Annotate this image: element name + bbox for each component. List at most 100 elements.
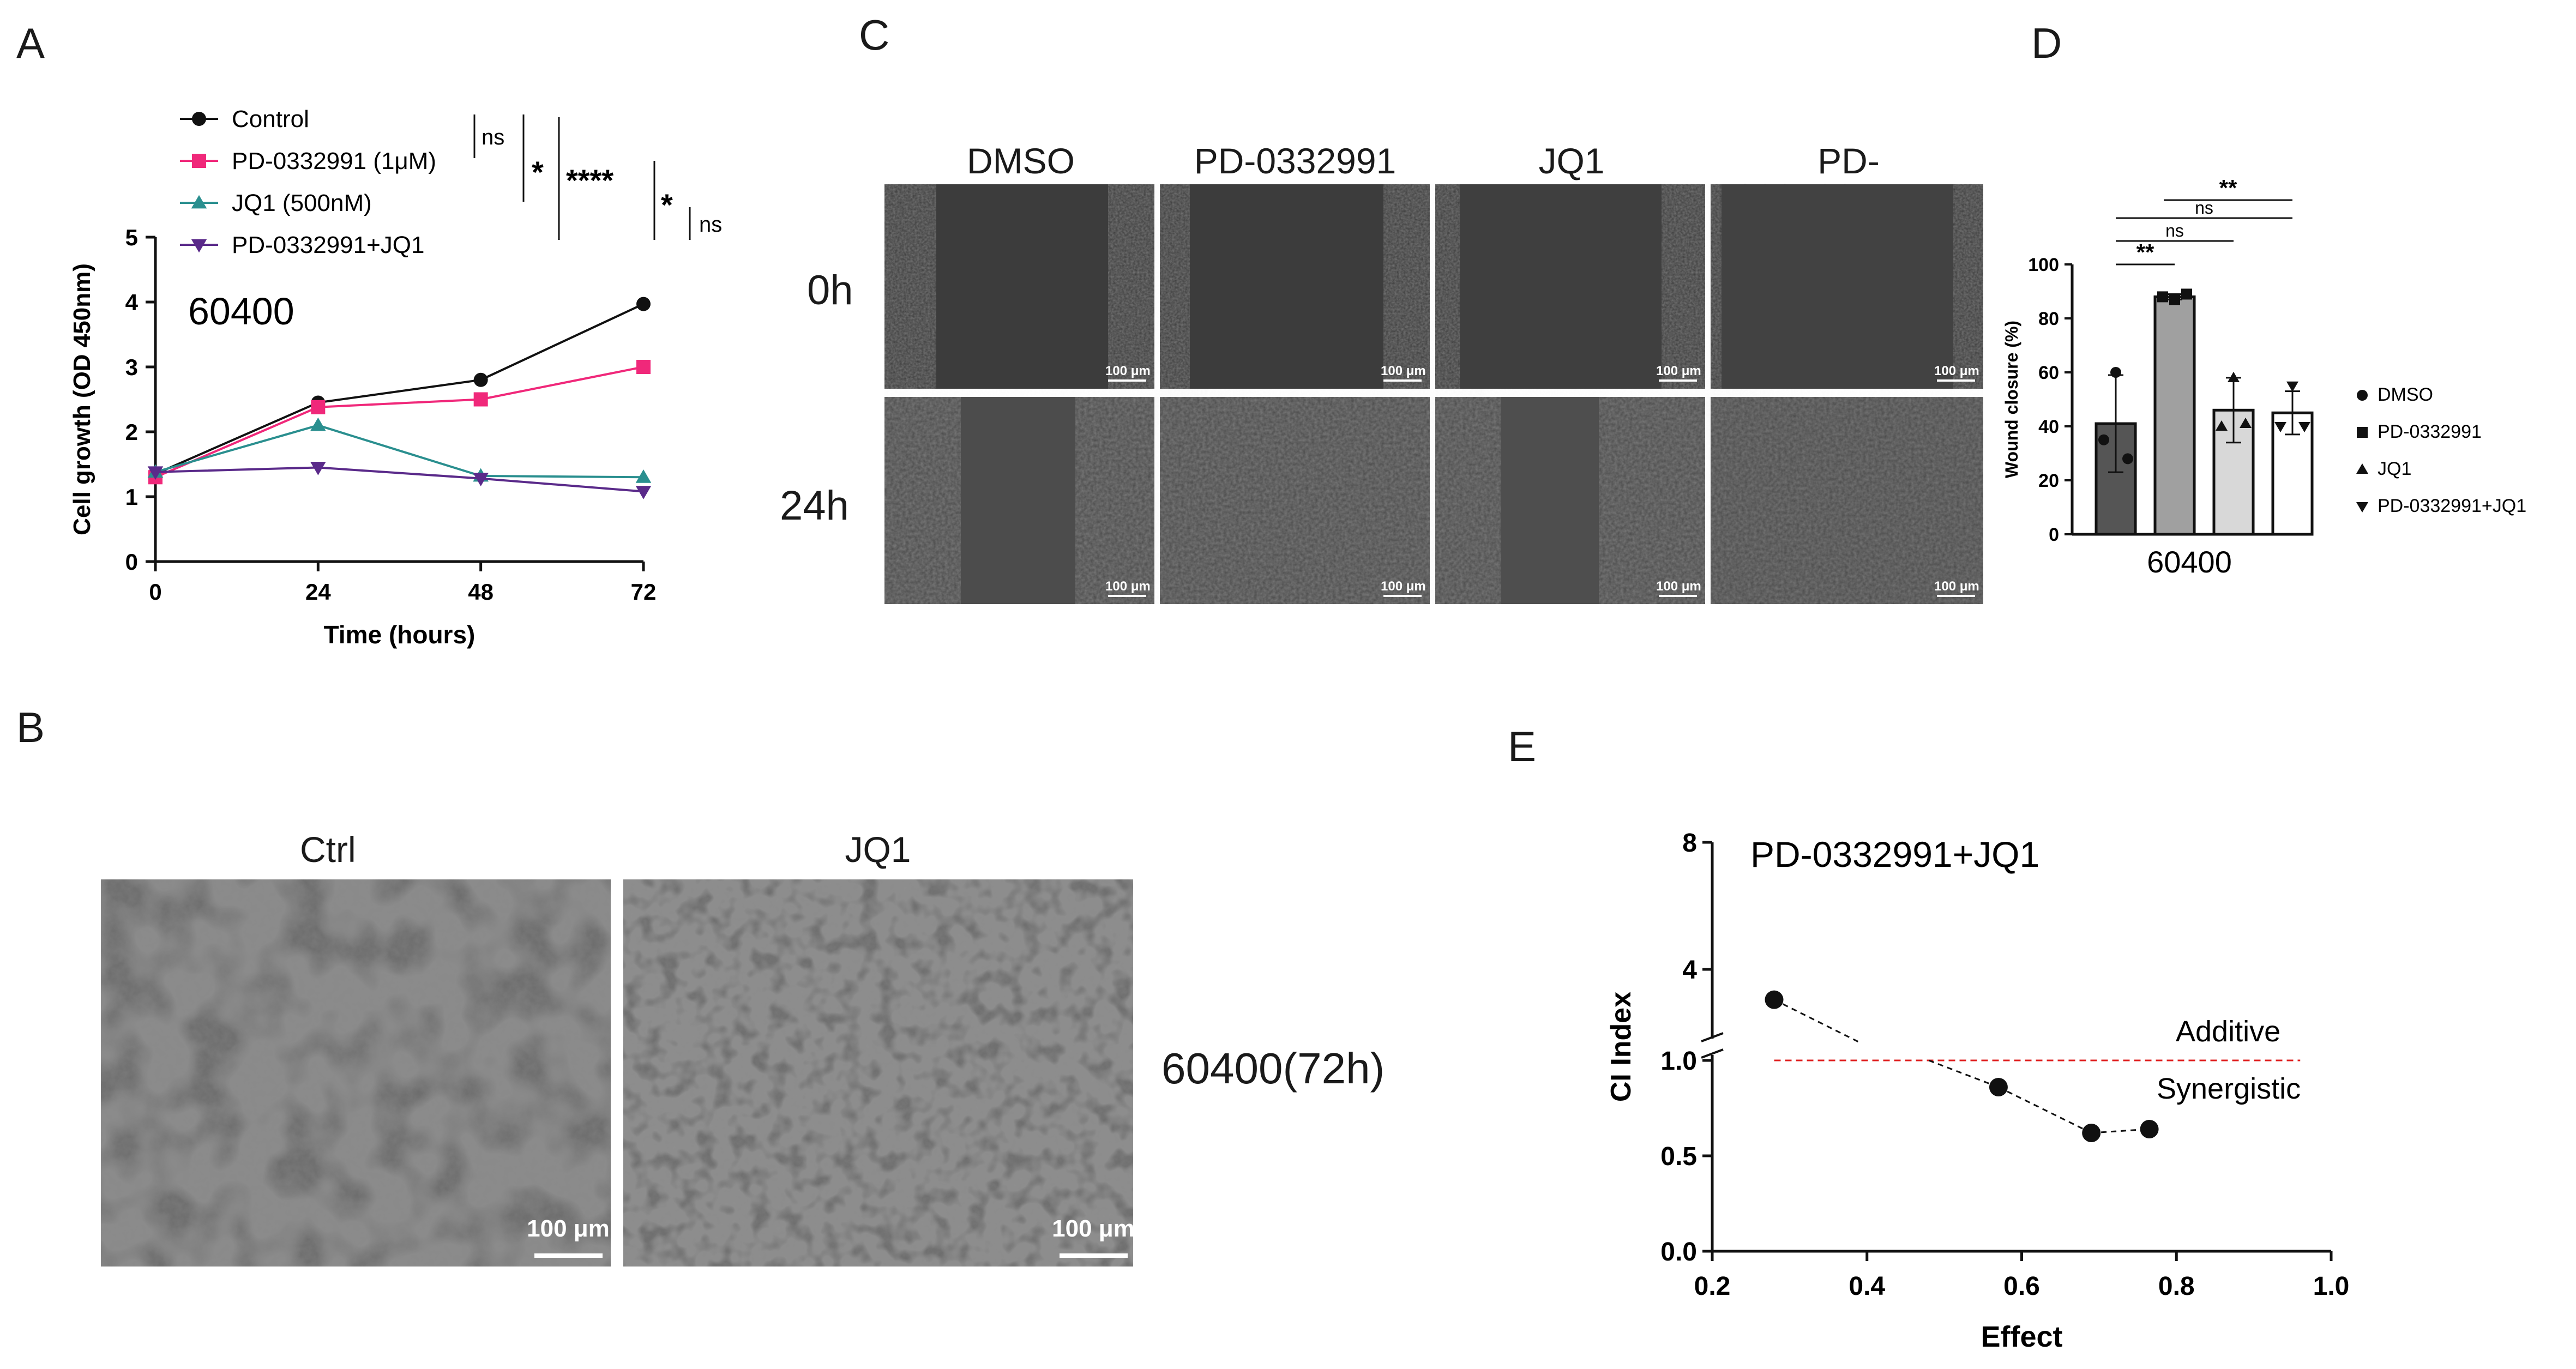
micrograph-ctrl-texture: 100 μm [101, 879, 611, 1267]
significance-label: **** [566, 163, 613, 197]
scale-bar-label: 100 μm [527, 1215, 610, 1242]
micrograph-jq1-texture: 100 μm [623, 879, 1133, 1267]
x-tick-label: 1.0 [2313, 1272, 2350, 1301]
x-axis-label: Time (hours) [324, 620, 476, 649]
tile-pd-24h [1160, 397, 1430, 604]
x-tick-label: 0.2 [1694, 1272, 1731, 1301]
y-tick-label: 80 [2038, 309, 2059, 329]
data-point [2298, 422, 2310, 432]
legend-label: PD-0332991 (1μM) [232, 148, 436, 174]
tile-jq1-24h [1435, 397, 1705, 604]
legend-label: DMSO [2378, 384, 2433, 405]
data-point [2169, 294, 2180, 305]
y-tick-label: 60 [2038, 363, 2059, 383]
significance-label: * [661, 188, 673, 222]
y-tick-label: 0.0 [1660, 1238, 1697, 1267]
legend-marker [191, 239, 207, 253]
y-tick-label: 20 [2038, 471, 2059, 491]
series-line-3 [155, 466, 644, 493]
significance-label: ** [2219, 175, 2237, 201]
annotation-synergistic: Synergistic [2157, 1072, 2301, 1105]
panel-b-side-label: 60400(72h) [1161, 1044, 1385, 1093]
data-point [1989, 1078, 2008, 1096]
connector [1928, 1059, 1999, 1088]
scale-bar-label: 100 μm [1934, 579, 1979, 594]
chart-a-growth: 0 1 2 3 4 5 0 24 48 72 Time (hours) Cell growth (OD… [69, 106, 722, 649]
y-tick-label: 3 [125, 354, 138, 380]
y-tick-label: 0 [125, 549, 138, 575]
significance-label: ns [2195, 198, 2213, 218]
legend-label: PD-0332991+JQ1 [232, 232, 424, 258]
x-tick-label: 0 [149, 579, 161, 605]
data-point [2216, 420, 2228, 431]
y-axis-label: CI Index [1605, 992, 1637, 1102]
connector [1773, 999, 1860, 1043]
data-point [473, 392, 488, 407]
scale-bar-label: 100 μm [1656, 364, 1701, 378]
legend-marker [2356, 463, 2368, 474]
data-point [311, 400, 326, 414]
annotation-additive: Additive [2176, 1015, 2280, 1048]
scale-bar-label: 100 μm [1052, 1215, 1133, 1242]
significance-label: ** [2136, 239, 2154, 265]
legend-label: PD-0332991+JQ1 [2378, 496, 2526, 516]
panel-b-title-ctrl: Ctrl [300, 829, 356, 870]
x-tick-label: 0.8 [2158, 1272, 2195, 1301]
axis-break [1701, 1032, 1724, 1042]
tile-pd-0h [1160, 184, 1430, 389]
panel-c-col-jq1: JQ1 [1538, 141, 1605, 181]
series-line-1 [155, 366, 644, 479]
micrograph-jq1: 100 μm [623, 879, 1133, 1267]
panel-letter-a: A [16, 19, 45, 67]
panel-b-title-jq1: JQ1 [845, 829, 911, 870]
y-tick-label: 0 [2049, 524, 2059, 545]
data-point [310, 417, 326, 431]
significance-label: ns [482, 125, 504, 149]
scale-bar-label: 100 μm [1934, 364, 1979, 378]
legend-marker [192, 154, 206, 168]
data-point [2286, 381, 2298, 392]
panel-letter-b: B [16, 703, 45, 751]
x-tick-label: 0.4 [1849, 1272, 1885, 1301]
panel-c-row-24h: 24h [780, 483, 849, 529]
scale-bar-label: 100 μm [1381, 579, 1426, 594]
panel-c-row-0h: 0h [807, 267, 853, 313]
tile-jq1-0h [1435, 184, 1705, 389]
data-point [2082, 1124, 2101, 1142]
data-point [2122, 453, 2133, 465]
data-point [635, 486, 652, 499]
legend-marker [192, 112, 206, 126]
scale-bars: 100 μm 100 μm 100 μm 100 μm 100 μm 100 μ… [1105, 364, 1979, 597]
wound-healing-grid: 100 μm 100 μm 100 μm 100 μm 100 μm 100 μ… [884, 184, 1983, 604]
chart-d-wound-closure: 0 20 40 60 80 100 Wound closure (%) 60400 ** nsns… [2002, 175, 2526, 579]
data-point [636, 360, 651, 374]
panel-letter-e: E [1508, 722, 1537, 770]
series-line-0 [155, 303, 644, 475]
x-tick-label: 72 [631, 579, 657, 605]
data-point [636, 297, 651, 311]
legend-label: JQ1 (500nM) [232, 190, 372, 216]
scale-bar-label: 100 μm [1381, 364, 1426, 378]
bar [2153, 295, 2196, 536]
data-point [2098, 434, 2109, 445]
panel-letter-d: D [2031, 19, 2062, 67]
y-axis-label: Wound closure (%) [2002, 321, 2021, 478]
data-point [2140, 1120, 2159, 1138]
chart-title: PD-0332991+JQ1 [1750, 834, 2039, 875]
data-point [2240, 418, 2252, 429]
scale-bar-label: 100 μm [1656, 579, 1701, 594]
y-tick-label: 2 [125, 419, 138, 445]
tile-combo-0h [1711, 184, 1983, 389]
tile-combo-24h [1711, 397, 1983, 604]
legend-marker [2357, 390, 2368, 401]
y-tick-label: 0.5 [1660, 1142, 1697, 1171]
legend-label: Control [232, 106, 309, 132]
data-point [635, 469, 652, 483]
x-tick-label: 24 [305, 579, 331, 605]
data-point [147, 466, 164, 480]
legend-label: PD-0332991 [2378, 421, 2482, 442]
x-axis-label: Effect [1981, 1320, 2062, 1353]
tile-dmso-24h [884, 397, 1154, 604]
legend-marker [2356, 502, 2368, 512]
significance-label: ns [699, 213, 722, 237]
